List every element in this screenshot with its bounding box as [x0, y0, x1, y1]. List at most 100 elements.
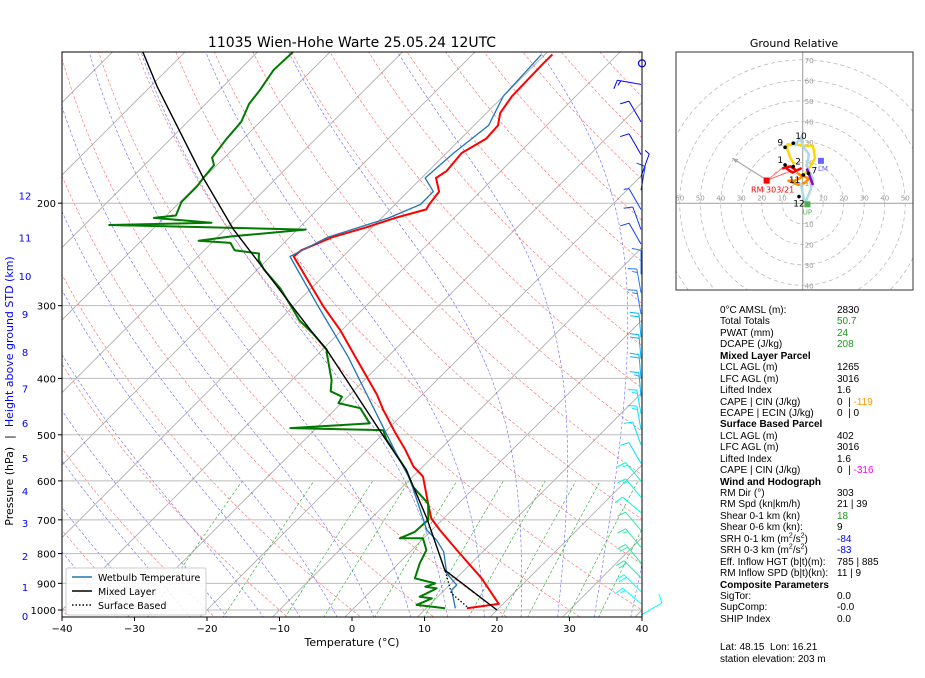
- x-tick-label: 20: [491, 624, 504, 635]
- isotherm: [62, 52, 186, 176]
- wind-barb: [627, 289, 642, 315]
- mixing-ratio-line: [285, 480, 373, 617]
- mixing-ratio-line: [374, 480, 458, 617]
- mixing-ratio-line: [598, 528, 642, 617]
- isotherm: [62, 52, 621, 611]
- hodograph-height-point: [791, 164, 796, 169]
- isotherm: [126, 101, 642, 617]
- param-label: Shear 0-6 km (kn):: [720, 522, 803, 534]
- hodograph-tick-label: 10: [819, 194, 828, 202]
- height-tick-label: 1: [22, 583, 28, 594]
- wind-barb: [617, 511, 642, 531]
- height-tick-label: 12: [19, 192, 32, 203]
- param-value: 208: [837, 339, 854, 351]
- pressure-tick-label: 900: [37, 579, 56, 590]
- wind-barb: [623, 188, 642, 210]
- height-tick-label: 7: [22, 384, 28, 395]
- axes: −40 −30 −20 −10 0 10 20 30 401000900800700600500…: [19, 192, 649, 635]
- hodograph-tick-label: 40: [805, 118, 814, 126]
- section-header: Surface Based Parcel: [720, 419, 823, 431]
- param-label: Total Totals: [720, 316, 770, 328]
- hodograph-tick-label: 30: [805, 262, 814, 270]
- hodograph-trace: [793, 136, 815, 205]
- wind-barb: [617, 478, 642, 498]
- param-label: RM Inflow SPD (b|t)(kn):: [720, 568, 829, 580]
- hodograph-tick-label: 60: [805, 77, 814, 85]
- wind-barb: [615, 560, 642, 579]
- isotherm: [62, 52, 114, 104]
- up-label: UP: [803, 208, 812, 216]
- isotherm: [62, 52, 476, 466]
- section-header: Mixed Layer Parcel: [720, 350, 811, 362]
- isotherm: [62, 52, 331, 321]
- hodograph-tick-label: 40: [805, 282, 814, 290]
- wind-barb: [623, 206, 642, 230]
- y-axis-label-separator: |: [3, 435, 16, 439]
- moist-adiabat: [88, 52, 411, 617]
- height-tick-label: 10: [19, 272, 32, 283]
- unit: ): [804, 545, 808, 557]
- mixing-ratio-line: [468, 480, 546, 617]
- moist-adiabat: [62, 105, 375, 617]
- wetbulb-temperature-line: [289, 53, 542, 609]
- section-header: Composite Parameters: [720, 579, 829, 591]
- station-elevation: station elevation: 203 m: [720, 654, 826, 665]
- superscript: 2: [788, 532, 793, 540]
- ml-ecape: 0: [837, 407, 843, 419]
- moist-adiabat: [62, 507, 155, 617]
- wind-barb: [631, 247, 642, 275]
- moist-adiabat: [630, 562, 642, 617]
- param-value: -83: [837, 545, 852, 557]
- param-label: SRH 0-3 km (m: [720, 545, 789, 557]
- separator: |: [848, 407, 851, 419]
- param-label: Lifted Index: [720, 385, 772, 397]
- ml-cin: -119: [853, 396, 873, 408]
- wind-barb: [627, 389, 642, 414]
- wind-barb: [629, 371, 642, 397]
- height-tick-label: 2: [22, 552, 28, 563]
- hodograph-tick-label: 20: [805, 159, 814, 167]
- param-value: 11 | 9: [837, 568, 862, 580]
- rm-marker: [763, 177, 770, 184]
- wind-barb: [614, 496, 642, 513]
- hodograph-trace: [805, 168, 815, 186]
- hodograph-height-point: [797, 194, 801, 199]
- hodograph-tick-label: 50: [805, 98, 814, 106]
- chart-title: 11035 Wien-Hohe Warte 25.05.24 12UTC: [208, 35, 496, 51]
- legend-wetbulb: Wetbulb Temperature: [98, 573, 200, 584]
- wind-barb: [627, 405, 642, 430]
- wind-barb: [617, 528, 642, 548]
- dry-adiabat: [136, 52, 642, 611]
- hodograph-height-label: 9: [777, 138, 783, 148]
- temperature-line: [292, 53, 554, 610]
- x-tick-label: 0: [349, 624, 355, 635]
- station-location: Lat: 48.15 Lon: 16.21: [720, 642, 818, 653]
- section-header: Wind and Hodograph: [720, 476, 822, 488]
- y-axis-label: Pressure (hPa) | Height above ground STD (…: [3, 256, 16, 525]
- x-tick-label: −10: [269, 624, 290, 635]
- dry-adiabat: [62, 175, 435, 617]
- height-tick-label: 4: [22, 487, 28, 498]
- arrow-head-icon: [732, 158, 739, 164]
- y-axis-label-height: Height above ground STD (km): [3, 256, 16, 427]
- mixing-ratio-line: [323, 480, 410, 617]
- rm-label: RM 303/21: [751, 186, 794, 195]
- hodograph-tick-label: 40: [716, 194, 725, 202]
- param-value: 0.0: [837, 613, 851, 625]
- moist-adiabat: [397, 52, 568, 617]
- param-label: Eff. Inflow HGT (b|t)(m):: [720, 556, 826, 568]
- up-marker: [804, 201, 811, 208]
- param-label: CAPE | CIN (J/kg): [720, 465, 801, 477]
- unit: /s: [792, 533, 801, 545]
- hodograph-frame: [675, 51, 914, 291]
- hodograph-tick-label: 10: [805, 180, 814, 188]
- hodograph-tick-label: 20: [805, 241, 814, 249]
- param-value: 0.0: [837, 590, 851, 602]
- hodograph-tick-label: 10: [778, 194, 787, 202]
- ml-cape: 0: [837, 396, 843, 408]
- pressure-tick-label: 700: [37, 516, 56, 527]
- hodograph-title: Ground Relative: [750, 37, 839, 50]
- hodograph-height-point: [783, 145, 787, 150]
- hodograph-height-label: 11: [789, 176, 800, 186]
- hodograph-height-point: [791, 141, 796, 146]
